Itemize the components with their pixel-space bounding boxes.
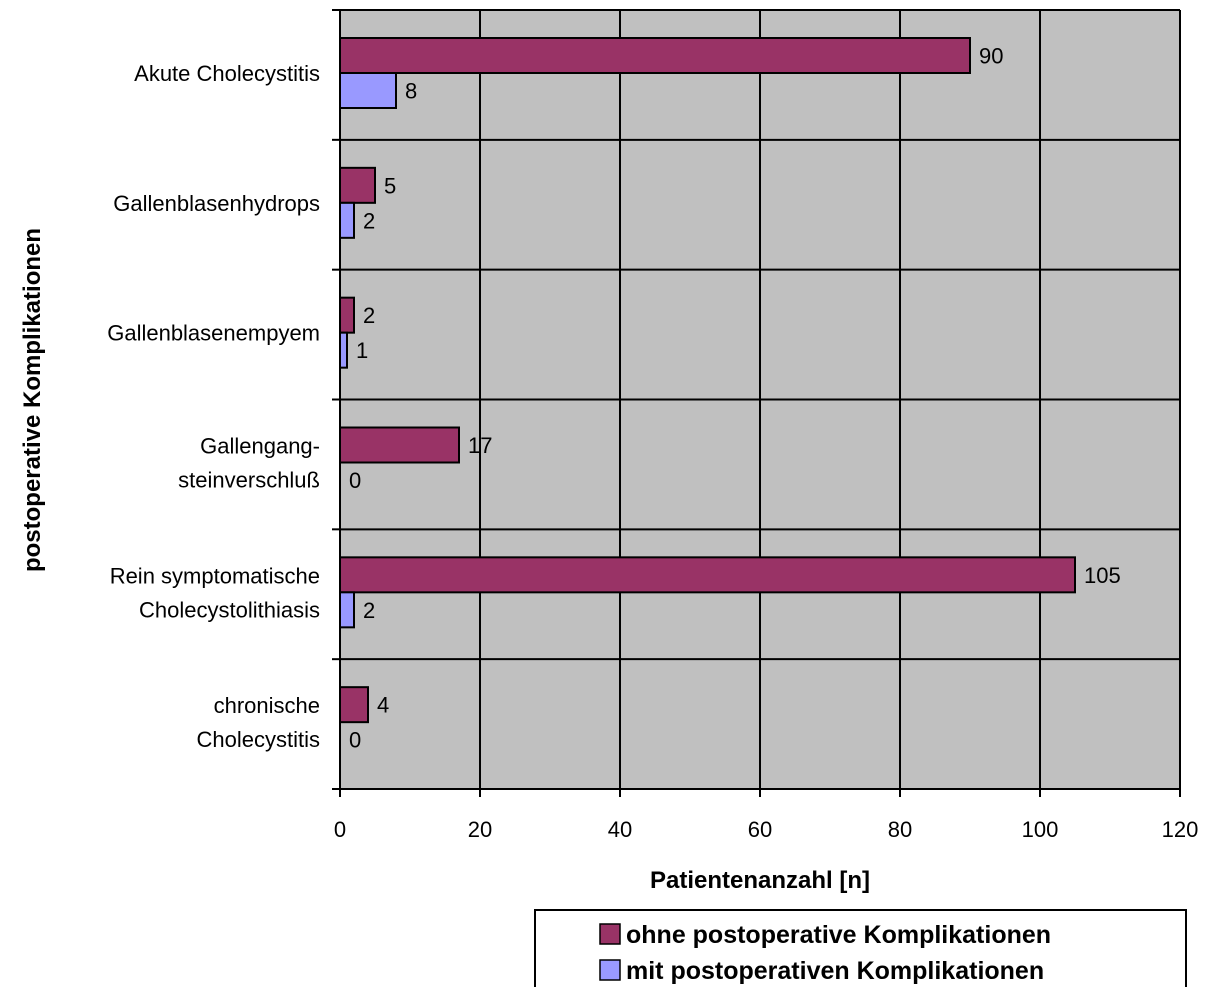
bar-ohne — [339, 556, 1076, 594]
category-label: Rein symptomatische Cholecystolithiasis — [110, 563, 320, 622]
bar-mit — [339, 591, 355, 629]
legend: ohne postoperative Komplikationen mit po… — [534, 909, 1187, 987]
data-label: 8 — [405, 79, 417, 104]
data-label: 0 — [349, 468, 361, 493]
category-label: Gallengang-steinverschluß — [178, 434, 320, 493]
legend-label-ohne: ohne postoperative Komplikationen — [626, 921, 1051, 949]
data-label: 17 — [468, 433, 492, 458]
data-label: 4 — [377, 693, 389, 718]
data-label: 1 — [356, 338, 368, 363]
x-tick-label: 100 — [1022, 817, 1059, 842]
axes — [332, 9, 1181, 797]
bar-mit — [339, 72, 397, 109]
data-label: 2 — [363, 598, 375, 623]
x-tick-label: 80 — [888, 817, 912, 842]
x-axis-title: Patientenanzahl [n] — [650, 867, 870, 894]
gridlines — [340, 9, 1181, 789]
x-tick-label: 120 — [1162, 817, 1199, 842]
bar-mit — [339, 331, 348, 369]
data-label: 2 — [363, 208, 375, 233]
bar-ohne — [339, 686, 369, 724]
category-label: chronische Cholecystitis — [197, 693, 320, 752]
bar-ohne — [339, 166, 376, 204]
data-label: 2 — [363, 303, 375, 328]
bar-ohne — [339, 37, 971, 74]
legend-box — [534, 909, 1187, 987]
data-label: 0 — [349, 728, 361, 753]
legend-swatch-ohne — [599, 923, 621, 945]
y-axis-title: postoperative Komplikationen — [19, 228, 46, 572]
category-label: Gallenblasenhydrops — [113, 191, 320, 216]
x-tick-label: 60 — [748, 817, 772, 842]
category-label: Gallenblasenempyem — [107, 321, 320, 346]
data-label: 105 — [1084, 563, 1121, 588]
data-label: 5 — [384, 173, 396, 198]
bar-ohne — [339, 296, 355, 334]
bar-ohne — [339, 426, 460, 464]
legend-label-mit: mit postoperativen Komplikationen — [626, 957, 1044, 985]
category-label: Akute Cholecystitis — [134, 61, 320, 86]
x-tick-label: 0 — [334, 817, 346, 842]
data-label: 90 — [979, 44, 1003, 69]
x-tick-label: 20 — [468, 817, 492, 842]
bar-mit — [339, 201, 355, 239]
legend-swatch-mit — [599, 959, 621, 981]
x-tick-label: 40 — [608, 817, 632, 842]
